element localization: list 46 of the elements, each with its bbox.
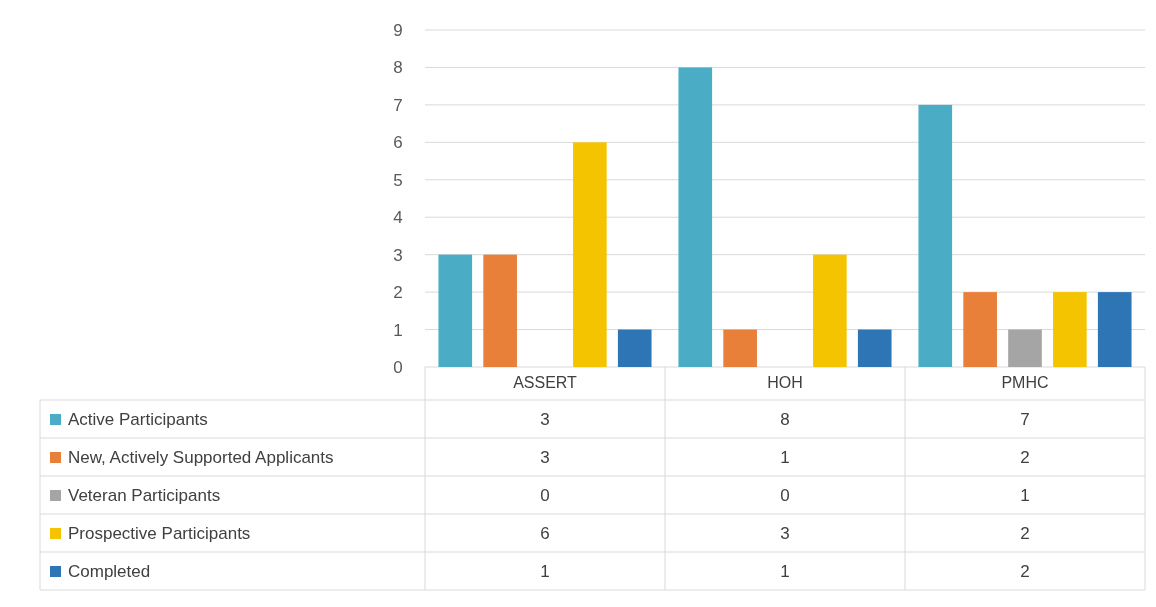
bar [483,254,517,367]
data-label: 2 [1020,562,1030,581]
data-label: 8 [780,410,790,429]
legend-label: Completed [68,562,151,581]
bar [813,254,847,367]
data-label: 3 [780,524,790,543]
data-label: 2 [1020,524,1030,543]
data-label: 1 [540,562,550,581]
data-label: 1 [780,448,790,467]
y-tick-label: 5 [393,170,403,190]
bar [438,254,473,367]
x-tick-label: ASSERT [513,374,578,391]
data-label: 3 [540,410,550,429]
bar [617,329,652,367]
bar [918,104,953,367]
x-tick-label: HOH [767,374,803,391]
bar [723,329,757,367]
data-label: 3 [540,448,550,467]
y-tick-label: 0 [393,357,403,377]
y-tick-label: 7 [393,95,403,115]
y-tick-label: 9 [393,20,403,40]
data-label: 0 [540,486,550,505]
y-tick-label: 1 [393,320,403,340]
data-label: 6 [540,524,550,543]
legend-label: New, Actively Supported Applicants [68,448,334,467]
y-tick-label: 8 [393,58,403,78]
bar [678,67,713,367]
data-label: 2 [1020,448,1030,467]
legend-label: Active Participants [68,410,208,429]
y-tick-label: 2 [393,283,403,303]
bar [573,142,607,367]
legend-label: Prospective Participants [68,524,251,543]
bar [963,292,997,367]
data-label: 0 [780,486,790,505]
data-label: 7 [1020,410,1030,429]
x-tick-label: PMHC [1001,374,1049,391]
bar [1053,292,1087,367]
bar [857,329,892,367]
bar [1097,292,1132,367]
y-tick-label: 6 [393,133,403,153]
bar [1008,329,1042,367]
legend-label: Veteran Participants [68,486,221,505]
data-label: 1 [1020,486,1030,505]
y-tick-label: 4 [393,208,403,228]
data-label: 1 [780,562,790,581]
y-tick-label: 3 [393,245,403,265]
